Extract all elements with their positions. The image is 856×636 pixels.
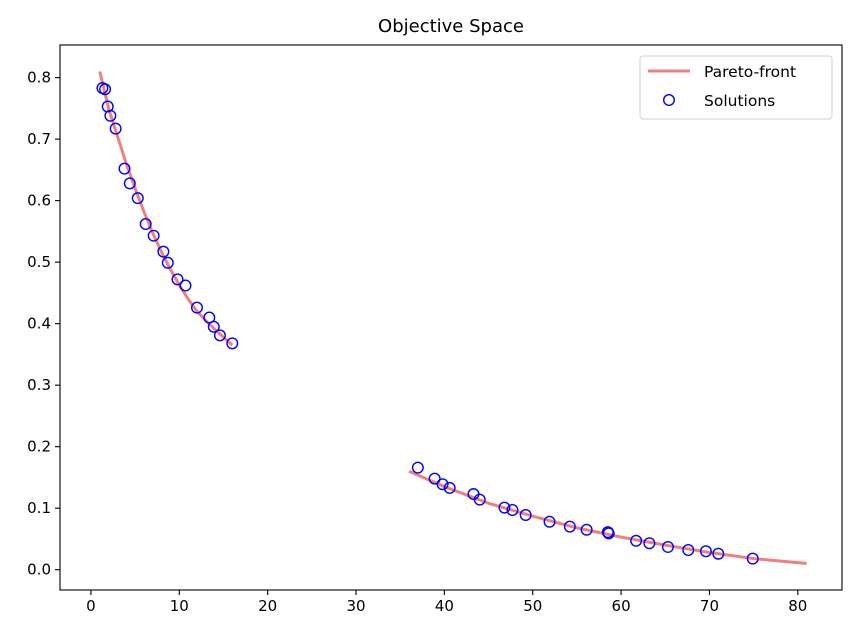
- solution-point: [630, 534, 643, 547]
- pareto-front-line: [408, 469, 807, 566]
- y-tick-label: 0.0: [27, 561, 51, 579]
- solution-point: [601, 526, 614, 539]
- solution-point: [519, 508, 532, 521]
- x-tick-label: 50: [523, 597, 542, 615]
- solution-point: [411, 461, 424, 474]
- solution-point: [131, 192, 144, 205]
- solution-point: [139, 217, 152, 230]
- solution-point: [123, 177, 136, 190]
- legend-pareto-front-label: Pareto-front: [704, 63, 796, 81]
- solution-point: [157, 245, 170, 258]
- y-tick-label: 0.2: [27, 438, 51, 456]
- legend-solutions-swatch: [663, 93, 676, 106]
- solution-point: [746, 552, 759, 565]
- y-tick-label: 0.1: [27, 499, 51, 517]
- x-tick-label: 80: [788, 597, 807, 615]
- chart-title: Objective Space: [378, 16, 524, 37]
- solution-point: [543, 515, 556, 528]
- x-tick-label: 10: [170, 597, 189, 615]
- pareto-front-layer: [98, 71, 807, 566]
- legend: Pareto-front Solutions: [639, 55, 833, 120]
- x-tick-label: 0: [86, 597, 96, 615]
- y-tick-label: 0.3: [27, 376, 51, 394]
- solution-point: [580, 523, 593, 536]
- pareto-front-line: [98, 71, 234, 347]
- y-tick-label: 0.5: [27, 253, 51, 271]
- y-tick-label: 0.6: [27, 192, 51, 210]
- solution-point: [109, 122, 122, 135]
- solution-point: [443, 481, 456, 494]
- solution-point: [661, 540, 674, 553]
- solution-point: [712, 547, 725, 560]
- solution-point: [473, 493, 486, 506]
- solution-point: [563, 520, 576, 533]
- solution-point: [171, 273, 184, 286]
- x-tick-label: 30: [346, 597, 365, 615]
- x-tick-label: 60: [612, 597, 631, 615]
- solution-point: [498, 501, 511, 514]
- solution-point: [213, 329, 226, 342]
- solution-point: [682, 544, 695, 557]
- solution-point: [226, 337, 239, 350]
- solution-point: [699, 545, 712, 558]
- y-tick-label: 0.7: [27, 130, 51, 148]
- plot-frame: [59, 44, 843, 591]
- y-tick-label: 0.4: [27, 315, 51, 333]
- solution-point: [147, 229, 160, 242]
- solution-point: [179, 279, 192, 292]
- solution-point: [207, 320, 220, 333]
- solutions-layer: [96, 82, 759, 565]
- solution-point: [436, 478, 449, 491]
- x-tick-label: 20: [258, 597, 277, 615]
- solution-point: [190, 301, 203, 314]
- y-axis: 0.0 0.1 0.2 0.3 0.4 0.5 0.6 0.7 0.8: [27, 69, 60, 579]
- legend-solutions-label: Solutions: [704, 92, 775, 110]
- solution-point: [118, 162, 131, 175]
- solution-point: [161, 256, 174, 269]
- solution-point: [104, 109, 117, 122]
- solution-point: [506, 504, 519, 517]
- solution-point: [99, 83, 112, 96]
- solution-point: [428, 472, 441, 485]
- y-tick-label: 0.8: [27, 69, 51, 87]
- solution-point: [602, 527, 615, 540]
- x-axis: 0 10 20 30 40 50 60 70 80: [86, 590, 807, 615]
- x-tick-label: 70: [700, 597, 719, 615]
- solution-point: [643, 537, 656, 550]
- x-tick-label: 40: [435, 597, 454, 615]
